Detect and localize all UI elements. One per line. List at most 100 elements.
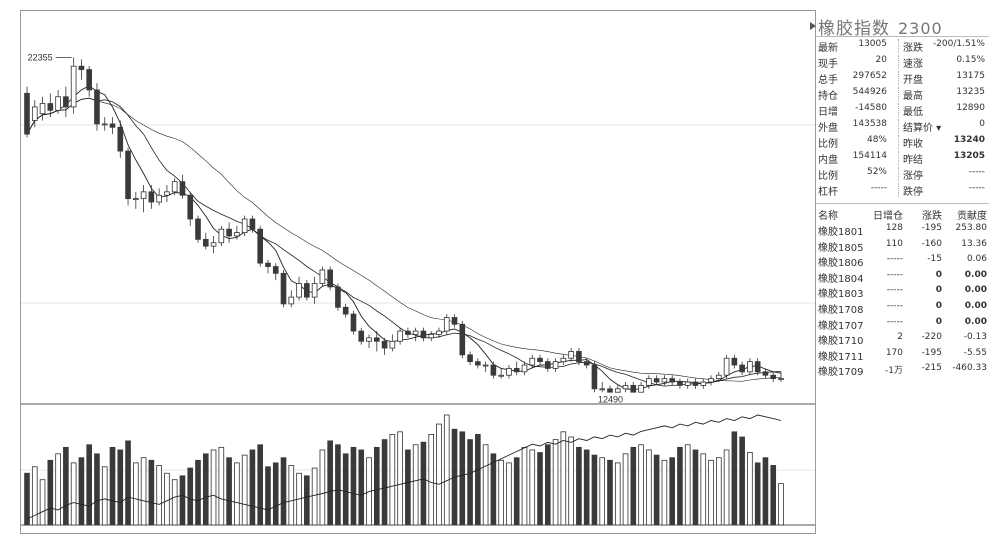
candle-body — [296, 283, 302, 298]
candle-body — [739, 364, 745, 373]
col-change: 涨跌 — [922, 211, 942, 222]
contract-change: 0 — [935, 269, 942, 280]
candle-body — [226, 228, 232, 237]
candle-body — [537, 357, 543, 363]
quote-value: 13235 — [956, 87, 985, 97]
candle-body — [148, 191, 155, 203]
contract-row[interactable]: 橡胶1707 ----- 0 0.00 — [816, 316, 989, 332]
contract-oi: ----- — [886, 254, 903, 265]
contract-contrib: 0.06 — [966, 254, 987, 265]
open-interest-line — [26, 414, 782, 520]
volume-bar — [311, 467, 318, 526]
candle-body — [747, 361, 753, 373]
high-price-label: 22355 — [28, 53, 53, 63]
contract-row[interactable]: 橡胶1711 170 -195 -5.55 — [816, 347, 989, 363]
volume-bar — [272, 462, 279, 526]
contract-name: 橡胶1709 — [818, 367, 864, 379]
volume-bar — [770, 465, 777, 526]
volume-bar — [226, 457, 232, 526]
ma5-line — [26, 85, 782, 390]
volume-bar — [47, 459, 54, 526]
candle-body — [490, 364, 497, 376]
candle-body — [552, 361, 559, 369]
volume-bar — [218, 446, 225, 526]
contract-name: 橡胶1710 — [818, 336, 864, 348]
volume-bar — [731, 431, 738, 526]
candle-body — [47, 103, 54, 111]
volume-bar — [747, 452, 753, 526]
candle-body — [133, 198, 139, 201]
quote-value: 20 — [875, 55, 887, 65]
quote-row: 杠杆 ----- 跌停 ----- — [816, 182, 989, 198]
column-separator — [898, 151, 899, 165]
volume-bar — [148, 459, 155, 526]
candle-body — [241, 218, 248, 233]
volume-bar — [319, 449, 326, 526]
candle-body — [63, 96, 69, 108]
contract-row[interactable]: 橡胶1801 128 -195 253.80 — [816, 222, 989, 238]
contract-oi: ----- — [886, 285, 903, 296]
quote-value: -200/1.51% — [932, 39, 985, 49]
volume-bar — [537, 452, 543, 526]
candle-body — [109, 123, 116, 128]
column-separator — [898, 183, 899, 197]
volume-bar — [420, 441, 427, 526]
contract-row[interactable]: 橡胶1709 -1万 -215 -460.33 — [816, 362, 989, 378]
candle-body — [778, 378, 784, 381]
column-separator — [898, 103, 899, 117]
candle-body — [428, 334, 435, 339]
contract-row[interactable]: 橡胶1710 2 -220 -0.13 — [816, 331, 989, 347]
quote-label: 现手 — [818, 59, 838, 70]
contract-row[interactable]: 橡胶1708 ----- 0 0.00 — [816, 300, 989, 316]
volume-bar — [109, 446, 116, 526]
contract-row[interactable]: 橡胶1806 ----- -15 0.06 — [816, 253, 989, 269]
collapse-arrow-icon[interactable] — [810, 22, 816, 30]
candle-body — [187, 194, 194, 220]
quote-label: 外盘 — [818, 123, 838, 134]
candle-body — [94, 89, 100, 125]
volume-bar — [265, 466, 271, 526]
volume-bar — [280, 457, 287, 526]
column-separator — [898, 87, 899, 101]
contract-oi: -1万 — [885, 366, 903, 377]
candle-body — [78, 65, 85, 70]
candle-body — [677, 381, 683, 386]
column-separator — [898, 39, 899, 53]
contract-oi: 170 — [885, 347, 903, 358]
contract-contrib: -0.13 — [963, 332, 987, 343]
quote-label: 昨收 — [903, 139, 923, 150]
contract-row[interactable]: 橡胶1804 ----- 0 0.00 — [816, 269, 989, 285]
contract-contrib: 0.00 — [964, 285, 987, 296]
candle-body — [195, 218, 201, 240]
quote-label: 昨结 — [903, 155, 923, 166]
candle-body — [179, 181, 186, 196]
contract-contrib: -5.55 — [963, 347, 987, 358]
quote-value: 13175 — [956, 71, 985, 81]
volume-bar — [490, 453, 497, 526]
candle-body — [544, 361, 551, 369]
volume-bar — [327, 440, 333, 526]
kline-chart[interactable]: 22355 12490 — [21, 11, 816, 535]
quote-row: 现手 20 速涨 0.15% — [816, 54, 989, 70]
volume-bar — [86, 444, 92, 526]
candle-body — [692, 381, 699, 386]
contract-row[interactable]: 橡胶1805 110 -160 13.36 — [816, 238, 989, 254]
contract-row[interactable]: 橡胶1803 ----- 0 0.00 — [816, 284, 989, 300]
volume-bar — [117, 449, 124, 526]
col-name: 名称 — [818, 211, 838, 222]
quote-row: 最新 13005 涨跌 -200/1.51% — [816, 38, 989, 54]
candle-body — [475, 361, 481, 366]
candle-body — [39, 103, 46, 115]
volume-bar — [475, 434, 481, 526]
volume-bar — [234, 462, 240, 526]
quote-value: ----- — [968, 167, 985, 177]
quote-value: 13205 — [953, 151, 985, 161]
contract-change: -220 — [921, 332, 942, 343]
volume-bar — [373, 446, 380, 526]
quote-panel: 橡胶指数 2300 最新 13005 涨跌 -200/1.51% 现手 20 速涨 0.15% 总… — [810, 10, 989, 534]
contract-change: -15 — [927, 254, 942, 265]
contract-name: 橡胶1707 — [818, 320, 864, 332]
col-contrib: 贡献度 — [957, 211, 987, 222]
volume-bar — [241, 454, 248, 526]
candle-body — [405, 330, 411, 335]
